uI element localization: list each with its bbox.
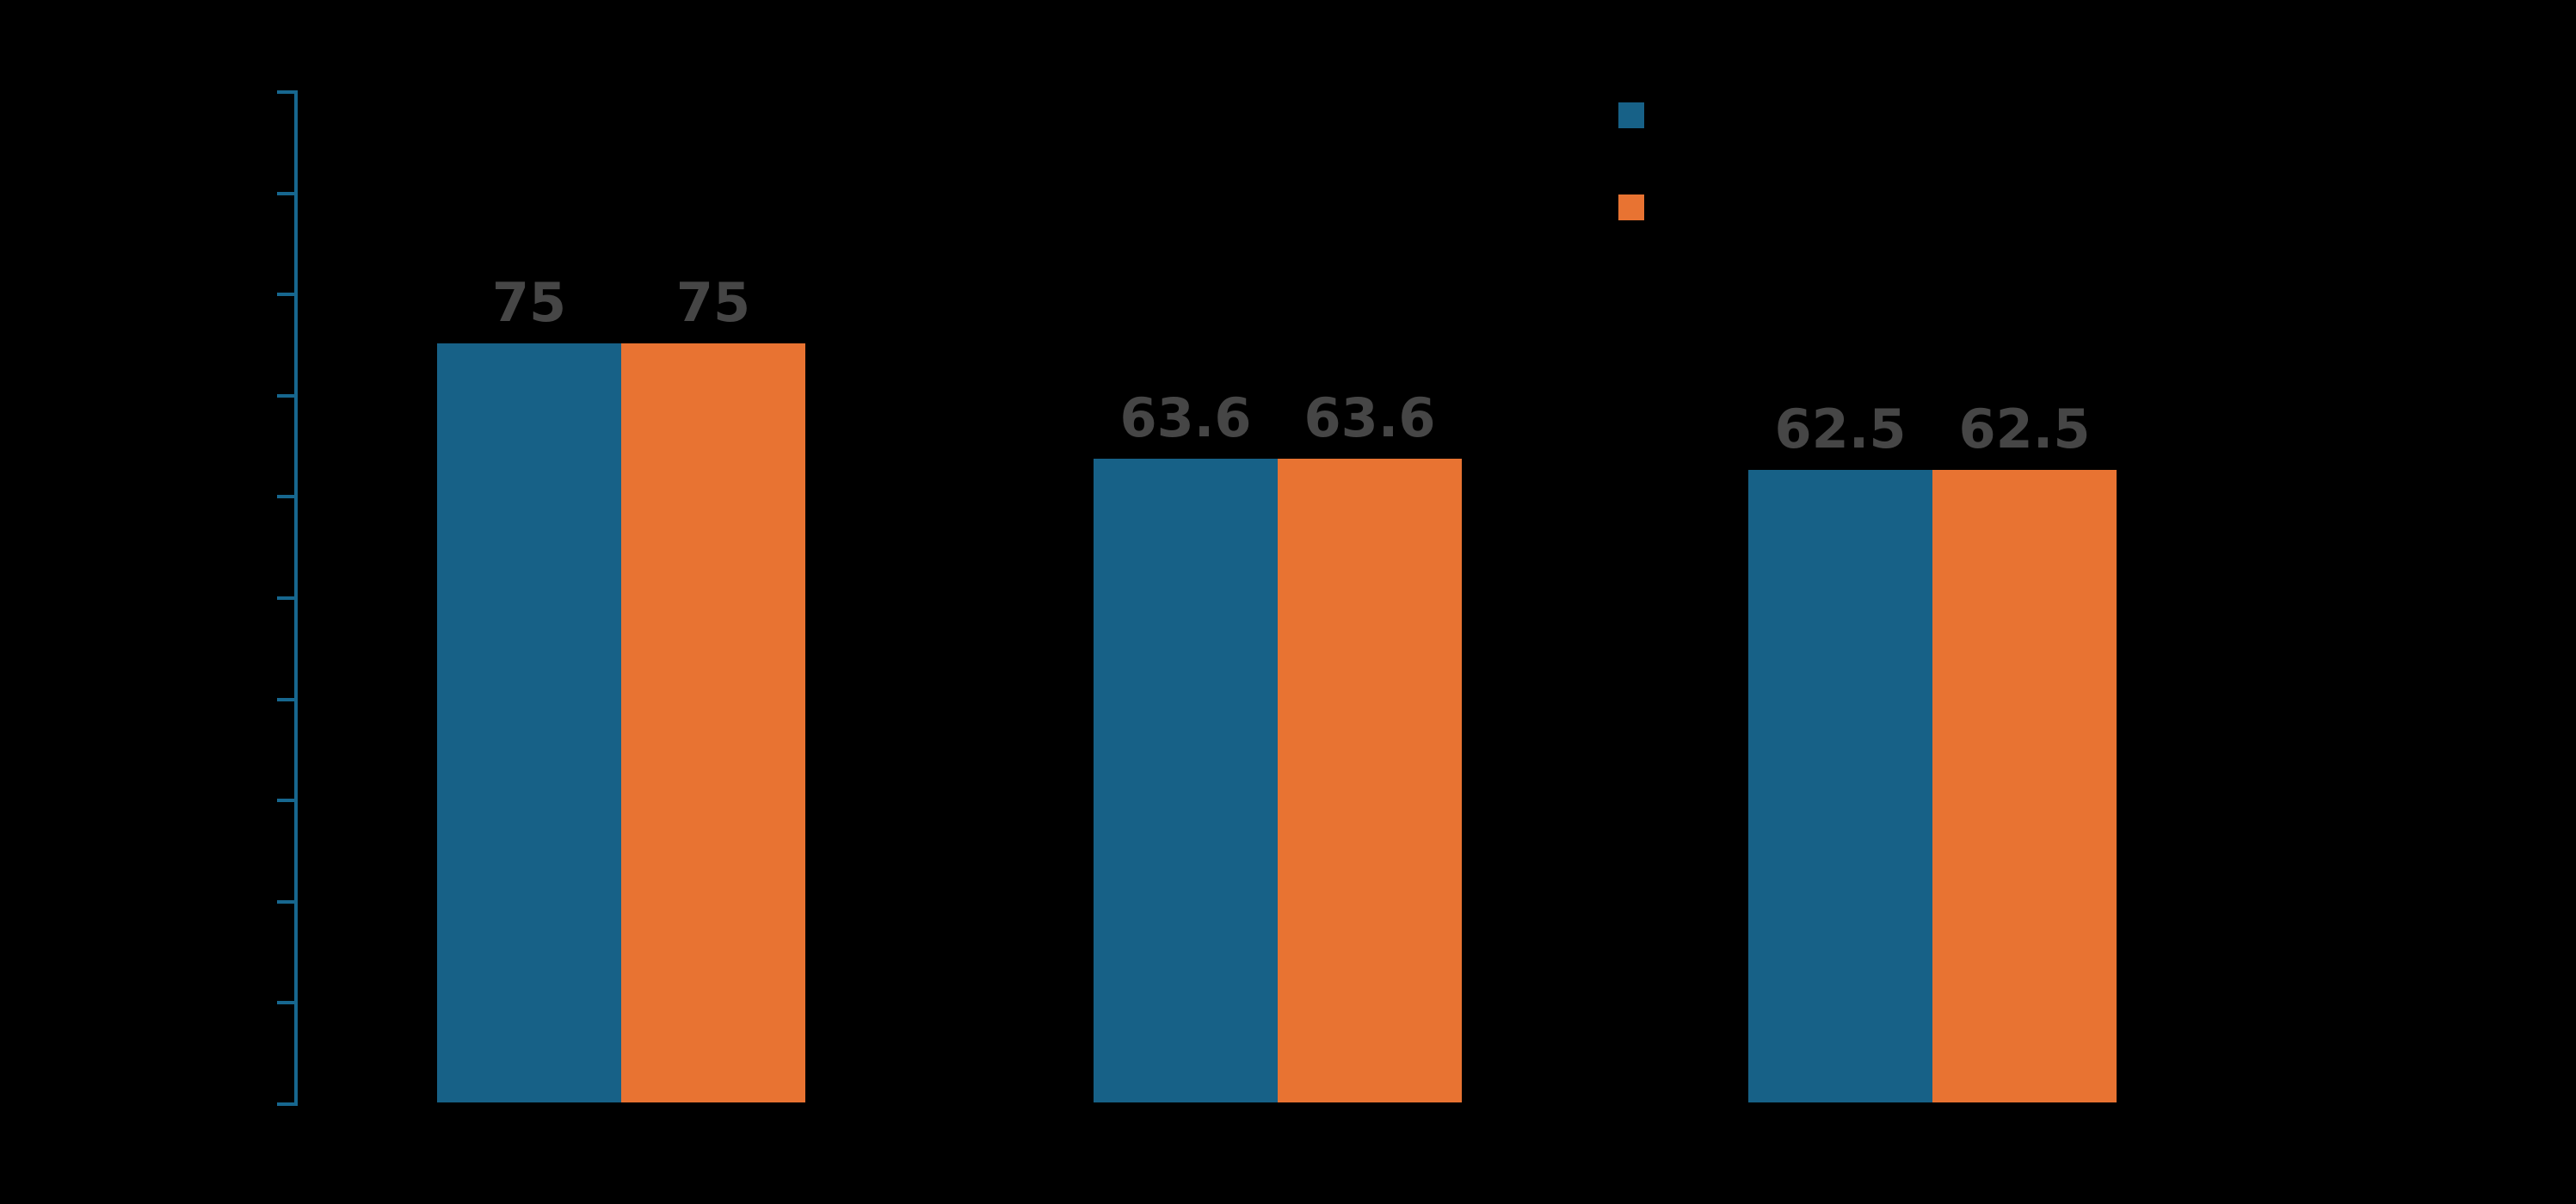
y-axis-line: [294, 90, 298, 1106]
y-axis-tick: [277, 393, 294, 398]
bar-value-label: 63.6: [1119, 386, 1252, 449]
legend-swatch-series2: [1618, 194, 1644, 220]
y-axis-tick: [277, 596, 294, 600]
bar-value-label: 75: [491, 270, 567, 334]
bar-series2-group3: [1932, 470, 2117, 1102]
bar-series1-group1: [437, 343, 621, 1102]
y-axis-tick: [277, 799, 294, 803]
bar-series2-group1: [621, 343, 805, 1102]
y-axis-tick: [277, 495, 294, 499]
bar-series2-group2: [1278, 459, 1462, 1102]
y-axis-tick: [277, 293, 294, 297]
y-axis-tick: [277, 90, 294, 94]
bar-value-label: 63.6: [1303, 386, 1436, 449]
y-axis-tick: [277, 1001, 294, 1005]
bar-series1-group2: [1094, 459, 1278, 1102]
y-axis-tick: [277, 899, 294, 904]
y-axis-tick: [277, 1102, 294, 1106]
bar-value-label: 62.5: [1774, 397, 1907, 460]
y-axis-tick: [277, 697, 294, 701]
y-axis-tick: [277, 191, 294, 195]
legend-swatch-series1: [1618, 102, 1644, 128]
bar-value-label: 75: [675, 270, 751, 334]
bar-series1-group3: [1748, 470, 1932, 1102]
bar-value-label: 62.5: [1958, 397, 2091, 460]
